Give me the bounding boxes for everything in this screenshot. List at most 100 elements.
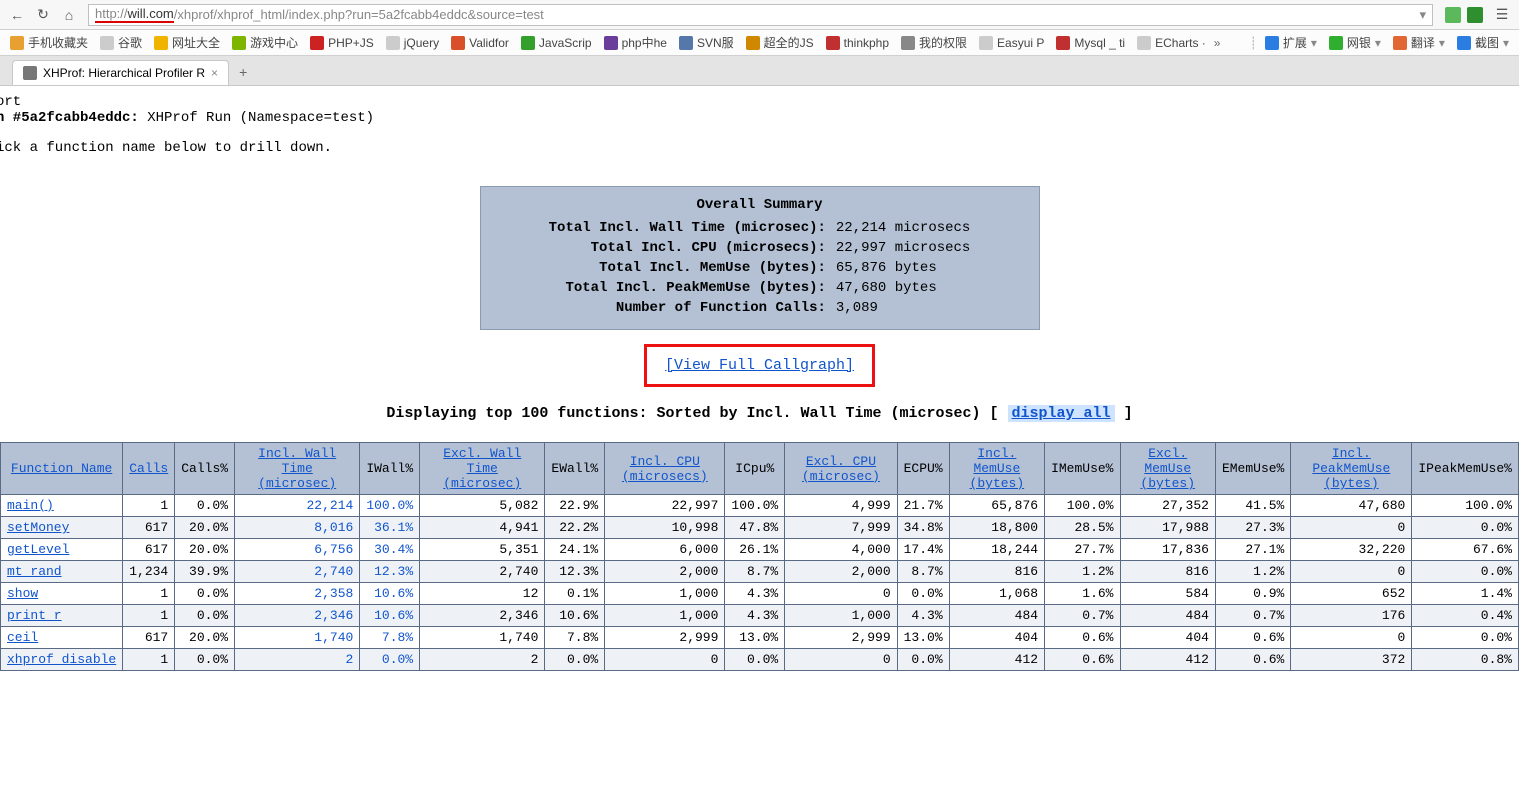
back-button[interactable]: ←: [4, 3, 30, 27]
new-tab-button[interactable]: +: [229, 59, 257, 85]
bookmark-item[interactable]: thinkphp: [822, 34, 893, 52]
bookmark-item[interactable]: PHP+JS: [306, 34, 378, 52]
table-cell: 47,680: [1291, 495, 1412, 517]
table-cell[interactable]: getLevel: [1, 539, 123, 561]
table-header-cell[interactable]: Function Name: [1, 443, 123, 495]
function-link[interactable]: print_r: [7, 608, 62, 623]
table-cell: 484: [1120, 605, 1215, 627]
table-cell: 0.0%: [897, 583, 949, 605]
metric-value: 7.8%: [382, 630, 413, 645]
bookmark-item[interactable]: jQuery: [382, 34, 443, 52]
bookmark-item[interactable]: php中he: [600, 32, 671, 53]
table-cell: 5,351: [420, 539, 545, 561]
bookmark-label: Easyui P: [997, 36, 1044, 50]
ext-icon-1[interactable]: [1445, 7, 1461, 23]
function-link[interactable]: show: [7, 586, 38, 601]
toolbar-item[interactable]: 翻译 ▾: [1389, 32, 1449, 53]
function-link[interactable]: getLevel: [7, 542, 69, 557]
bookmark-item[interactable]: 我的权限: [897, 32, 971, 53]
sort-link[interactable]: Excl. CPU (microsec): [802, 454, 880, 484]
bookmark-item[interactable]: JavaScrip: [517, 34, 596, 52]
table-cell[interactable]: ceil: [1, 627, 123, 649]
table-cell: 0.7%: [1045, 605, 1120, 627]
table-cell: 26.1%: [725, 539, 785, 561]
bookmark-item[interactable]: 网址大全: [150, 32, 224, 53]
dropdown-icon[interactable]: ▾: [1419, 7, 1426, 23]
table-cell[interactable]: show: [1, 583, 123, 605]
table-header-row: Function Name Calls Calls% Incl. Wall Time …: [1, 443, 1519, 495]
table-cell[interactable]: mt_rand: [1, 561, 123, 583]
table-cell: 27.1%: [1215, 539, 1290, 561]
bookmark-item[interactable]: 谷歌: [96, 32, 146, 53]
toolbar-item[interactable]: 扩展 ▾: [1261, 32, 1321, 53]
sort-link[interactable]: Incl. CPU (microsecs): [622, 454, 708, 484]
url-bar[interactable]: http://will.com/xhprof/xhprof_html/index…: [88, 4, 1433, 26]
function-link[interactable]: main(): [7, 498, 54, 513]
table-cell[interactable]: setMoney: [1, 517, 123, 539]
menu-button[interactable]: ☰: [1489, 3, 1515, 27]
sort-link[interactable]: Incl. MemUse (bytes): [970, 446, 1025, 491]
bookmark-icon: [826, 36, 840, 50]
bookmark-item[interactable]: 手机收藏夹: [6, 32, 92, 53]
bookmark-item[interactable]: Validfor: [447, 34, 513, 52]
bookmark-icon: [1137, 36, 1151, 50]
table-cell: 10.6%: [360, 583, 420, 605]
summary-table: Total Incl. Wall Time (microsec):22,214 …: [543, 217, 977, 319]
table-cell: 13.0%: [725, 627, 785, 649]
toolbar-item[interactable]: 截图 ▾: [1453, 32, 1513, 53]
display-all-link[interactable]: display all: [1008, 405, 1115, 422]
function-link[interactable]: ceil: [7, 630, 38, 645]
table-header-cell: Calls%: [175, 443, 235, 495]
function-link[interactable]: setMoney: [7, 520, 69, 535]
table-cell: 1,740: [420, 627, 545, 649]
toolbar-icon: [1329, 36, 1343, 50]
table-header-cell[interactable]: Incl. MemUse (bytes): [949, 443, 1044, 495]
bookmark-icon: [679, 36, 693, 50]
sort-link[interactable]: Incl. PeakMemUse (bytes): [1312, 446, 1390, 491]
sort-link[interactable]: Calls: [129, 461, 168, 476]
table-cell: 10.6%: [545, 605, 605, 627]
table-cell: 20.0%: [175, 627, 235, 649]
table-header-cell[interactable]: Incl. Wall Time (microsec): [235, 443, 360, 495]
table-cell: 816: [1120, 561, 1215, 583]
view-callgraph-link[interactable]: [View Full Callgraph]: [665, 357, 854, 374]
table-header-cell[interactable]: Excl. MemUse (bytes): [1120, 443, 1215, 495]
table-cell: 404: [949, 627, 1044, 649]
sort-link[interactable]: Incl. Wall Time (microsec): [258, 446, 336, 491]
toolbar-item[interactable]: 网银 ▾: [1325, 32, 1385, 53]
tab-close-icon[interactable]: ×: [211, 66, 218, 80]
table-cell[interactable]: print_r: [1, 605, 123, 627]
metric-value: 10.6%: [374, 586, 413, 601]
table-header-cell[interactable]: Incl. PeakMemUse (bytes): [1291, 443, 1412, 495]
table-cell: 816: [949, 561, 1044, 583]
bookmark-item[interactable]: Easyui P: [975, 34, 1048, 52]
table-header-cell[interactable]: Excl. CPU (microsec): [785, 443, 897, 495]
table-header-cell: IMemUse%: [1045, 443, 1120, 495]
table-cell: 0: [1291, 561, 1412, 583]
table-header-cell[interactable]: Excl. Wall Time (microsec): [420, 443, 545, 495]
sort-link[interactable]: Excl. MemUse (bytes): [1140, 446, 1195, 491]
bookmark-item[interactable]: Mysql _ ti: [1052, 34, 1129, 52]
table-cell: 4,999: [785, 495, 897, 517]
table-header-cell[interactable]: Calls: [123, 443, 175, 495]
function-link[interactable]: mt_rand: [7, 564, 62, 579]
table-cell[interactable]: main(): [1, 495, 123, 517]
reload-button[interactable]: ↻: [30, 3, 56, 27]
bookmark-item[interactable]: 游戏中心: [228, 32, 302, 53]
browser-tab[interactable]: XHProf: Hierarchical Profiler R ×: [12, 60, 229, 85]
bookmark-item[interactable]: SVN服: [675, 32, 738, 53]
summary-title: Overall Summary: [495, 197, 1025, 213]
metric-value: 2,346: [314, 608, 353, 623]
ext-icon-2[interactable]: [1467, 7, 1483, 23]
table-cell[interactable]: xhprof_disable: [1, 649, 123, 671]
bookmark-item[interactable]: ECharts ·: [1133, 34, 1210, 52]
sort-link[interactable]: Function Name: [11, 461, 112, 476]
table-header-cell[interactable]: Incl. CPU (microsecs): [605, 443, 725, 495]
bracket-close: ]: [1115, 405, 1133, 422]
function-link[interactable]: xhprof_disable: [7, 652, 116, 667]
sort-link[interactable]: Excl. Wall Time (microsec): [443, 446, 521, 491]
table-cell: 24.1%: [545, 539, 605, 561]
home-button[interactable]: ⌂: [56, 3, 82, 27]
bookmark-item[interactable]: 超全的JS: [742, 32, 818, 53]
bookmark-overflow[interactable]: »: [1214, 36, 1221, 50]
